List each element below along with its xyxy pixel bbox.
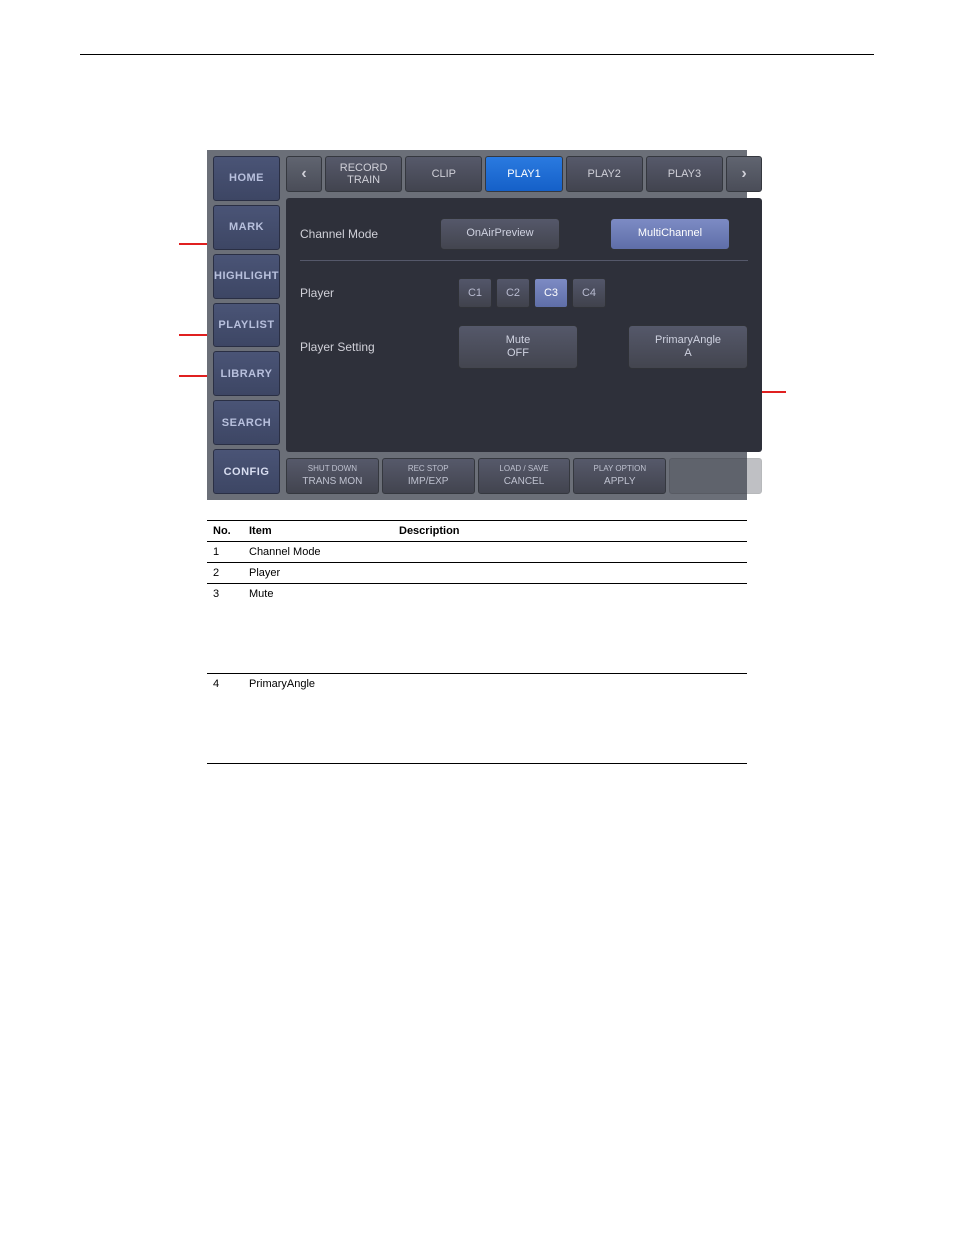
player-channel-group: C1 C2 C3 C4 (458, 278, 606, 308)
sidebar-label: MARK (229, 221, 264, 233)
td-desc (393, 542, 747, 563)
loadsave-cancel-button[interactable]: LOAD / SAVE CANCEL (478, 458, 571, 494)
table-row: 4 PrimaryAngle (207, 674, 747, 764)
bottom-action-row: SHUT DOWN TRANS MON REC STOP IMP/EXP LOA… (286, 458, 762, 494)
row-player-setting: Player Setting Mute OFF PrimaryAngle A (300, 325, 748, 369)
btn-line2: TRANS MON (302, 475, 362, 489)
spacer (300, 313, 748, 325)
sidebar-item-library[interactable]: LIBRARY (213, 351, 280, 396)
shutdown-transmon-button[interactable]: SHUT DOWN TRANS MON (286, 458, 379, 494)
td-num: 4 (207, 674, 243, 764)
option-onair-preview[interactable]: OnAirPreview (440, 218, 560, 249)
td-desc (393, 584, 747, 674)
chevron-right-icon: › (741, 165, 746, 183)
td-desc (393, 563, 747, 584)
btn-line1: SHUT DOWN (308, 463, 357, 474)
description-table: No. Item Description 1 Channel Mode 2 Pl… (207, 520, 747, 764)
playoption-apply-button[interactable]: PLAY OPTION APPLY (573, 458, 666, 494)
primary-angle-button[interactable]: PrimaryAngle A (628, 325, 748, 369)
sidebar-item-config[interactable]: CONFIG (213, 449, 280, 494)
tab-row: ‹ RECORD TRAIN CLIP PLAY1 PLAY2 PLAY3 › (286, 156, 762, 192)
tab-label: PLAY2 (587, 168, 620, 180)
content-panel: Channel Mode OnAirPreview MultiChannel P… (286, 198, 762, 452)
btn-line2: IMP/EXP (408, 475, 449, 489)
bottom-slot-empty (669, 458, 762, 494)
row-channel-mode: Channel Mode OnAirPreview MultiChannel (300, 214, 748, 254)
table-row: 2 Player (207, 563, 747, 584)
sidebar: HOME MARK HIGHLIGHT PLAYLIST LIBRARY SEA… (213, 156, 280, 494)
sidebar-label: LIBRARY (221, 368, 273, 380)
row-player: Player C1 C2 C3 C4 (300, 273, 748, 313)
tab-sublabel: TRAIN (347, 174, 380, 186)
tab-record-train[interactable]: RECORD TRAIN (325, 156, 402, 192)
btn-line1: LOAD / SAVE (499, 463, 548, 474)
btn-line1: PLAY OPTION (593, 463, 646, 474)
td-item: Channel Mode (243, 542, 393, 563)
page-rule (80, 54, 874, 55)
btn-line1: REC STOP (408, 463, 449, 474)
tab-label: RECORD (340, 162, 388, 174)
td-item: PrimaryAngle (243, 674, 393, 764)
tab-play1[interactable]: PLAY1 (485, 156, 562, 192)
sidebar-item-home[interactable]: HOME (213, 156, 280, 201)
btn-label-line1: PrimaryAngle (655, 334, 721, 347)
btn-label-line1: Mute (506, 334, 530, 347)
btn-line2: APPLY (604, 475, 636, 489)
tab-label: CLIP (432, 168, 456, 180)
tab-label: PLAY1 (507, 168, 540, 180)
td-num: 3 (207, 584, 243, 674)
sidebar-item-highlight[interactable]: HIGHLIGHT (213, 254, 280, 299)
player-c3-button[interactable]: C3 (534, 278, 568, 308)
td-item: Player (243, 563, 393, 584)
player-c4-button[interactable]: C4 (572, 278, 606, 308)
td-num: 1 (207, 542, 243, 563)
btn-line2: CANCEL (504, 475, 545, 489)
tab-play2[interactable]: PLAY2 (566, 156, 643, 192)
btn-label: C4 (582, 287, 596, 299)
sidebar-label: HOME (229, 172, 264, 184)
main-area: ‹ RECORD TRAIN CLIP PLAY1 PLAY2 PLAY3 › … (286, 156, 762, 494)
chevron-left-icon: ‹ (301, 165, 306, 183)
sidebar-item-mark[interactable]: MARK (213, 205, 280, 250)
btn-label: C2 (506, 287, 520, 299)
sidebar-item-playlist[interactable]: PLAYLIST (213, 303, 280, 348)
sidebar-label: HIGHLIGHT (214, 270, 279, 282)
tabs-next-button[interactable]: › (726, 156, 762, 192)
tab-label: PLAY3 (668, 168, 701, 180)
tabs-prev-button[interactable]: ‹ (286, 156, 322, 192)
btn-label: C3 (544, 287, 558, 299)
table-header-row: No. Item Description (207, 521, 747, 542)
mute-button[interactable]: Mute OFF (458, 325, 578, 369)
td-item: Mute (243, 584, 393, 674)
sidebar-label: CONFIG (224, 466, 270, 478)
option-label: OnAirPreview (466, 227, 533, 240)
table-row: 3 Mute (207, 584, 747, 674)
sidebar-label: SEARCH (222, 417, 271, 429)
btn-label-line2: OFF (507, 347, 529, 360)
th-desc: Description (393, 521, 747, 542)
td-desc (393, 674, 747, 764)
label-player-setting: Player Setting (300, 340, 430, 354)
btn-label-line2: A (684, 347, 691, 360)
label-channel-mode: Channel Mode (300, 227, 430, 241)
divider (300, 260, 748, 261)
option-label: MultiChannel (638, 227, 702, 240)
th-item: Item (243, 521, 393, 542)
player-c2-button[interactable]: C2 (496, 278, 530, 308)
recstop-impexp-button[interactable]: REC STOP IMP/EXP (382, 458, 475, 494)
btn-label: C1 (468, 287, 482, 299)
label-player: Player (300, 286, 430, 300)
app-screenshot: HOME MARK HIGHLIGHT PLAYLIST LIBRARY SEA… (207, 150, 747, 500)
tab-clip[interactable]: CLIP (405, 156, 482, 192)
th-num: No. (207, 521, 243, 542)
player-c1-button[interactable]: C1 (458, 278, 492, 308)
sidebar-label: PLAYLIST (218, 319, 274, 331)
sidebar-item-search[interactable]: SEARCH (213, 400, 280, 445)
td-num: 2 (207, 563, 243, 584)
option-multichannel[interactable]: MultiChannel (610, 218, 730, 249)
tab-play3[interactable]: PLAY3 (646, 156, 723, 192)
table-row: 1 Channel Mode (207, 542, 747, 563)
